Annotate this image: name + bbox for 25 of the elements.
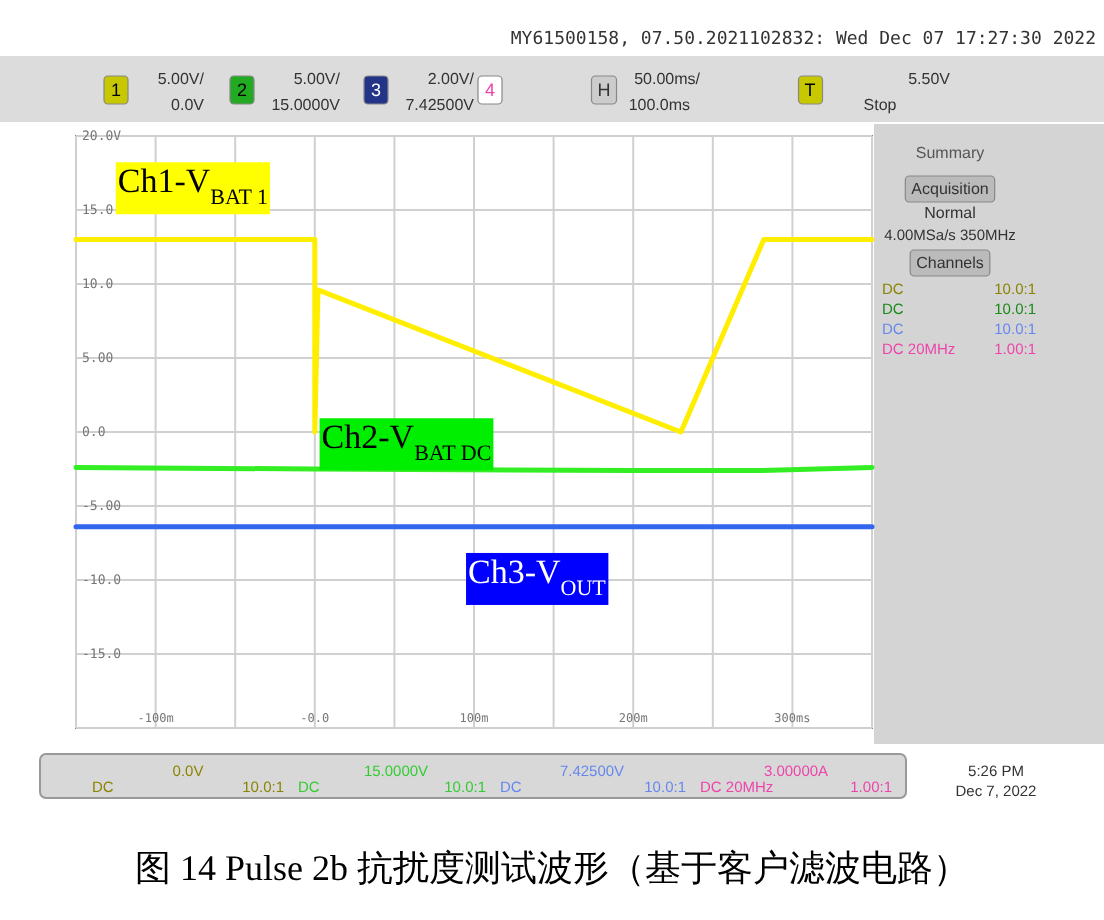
text: 5.00V/ bbox=[293, 70, 342, 88]
text: 50.00ms/ bbox=[634, 70, 702, 88]
text: 3 bbox=[370, 80, 382, 100]
text: 5.50V bbox=[908, 70, 952, 88]
text: 15.0000V bbox=[271, 96, 342, 114]
text: 100.0ms bbox=[628, 96, 690, 114]
text: 2 bbox=[236, 80, 248, 100]
series-label: Ch2-V$_{BAT DC}$ bbox=[321, 418, 492, 467]
text: 4 bbox=[484, 80, 496, 100]
text: Acquisition bbox=[911, 180, 989, 198]
text: T bbox=[804, 80, 817, 100]
text: Channels bbox=[916, 254, 984, 272]
text: Stop bbox=[863, 96, 898, 114]
text: Summary bbox=[915, 144, 985, 162]
text: H bbox=[597, 80, 611, 100]
text: 1 bbox=[110, 80, 122, 100]
series-label: Ch1-V$_{BAT 1}$ bbox=[117, 162, 269, 211]
text: 2.00V/ bbox=[427, 70, 476, 88]
text: 7.42500V bbox=[405, 96, 476, 114]
text: 5.00V/ bbox=[157, 70, 206, 88]
series-label: Ch3-V$_{OUT}$ bbox=[468, 552, 607, 601]
text: MY61500158, 07.50.2021102832: Wed Dec 07 17:27:30 2022 bbox=[510, 30, 1096, 50]
text: 0.0V bbox=[171, 96, 206, 114]
text: 图 14 Pulse 2b 抗扰度测试波形（基于客户滤波电路） bbox=[134, 848, 970, 888]
text: Normal bbox=[924, 204, 977, 222]
